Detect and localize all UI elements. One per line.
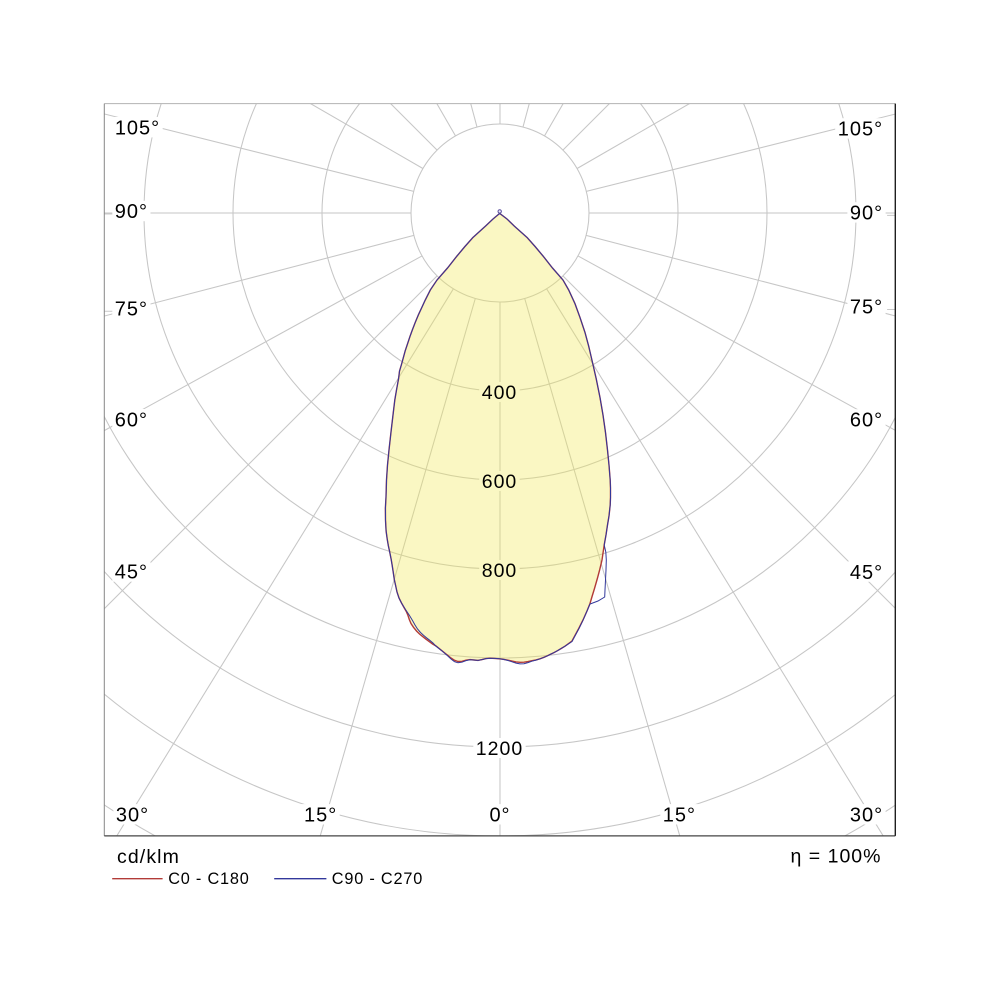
svg-text:60°: 60° xyxy=(115,409,148,431)
svg-text:60°: 60° xyxy=(850,410,883,432)
svg-text:30°: 30° xyxy=(850,805,883,827)
svg-text:0°: 0° xyxy=(489,805,510,827)
svg-text:90°: 90° xyxy=(850,203,883,225)
svg-text:cd/klm: cd/klm xyxy=(117,846,180,868)
svg-text:C90 - C270: C90 - C270 xyxy=(332,870,423,888)
svg-text:45°: 45° xyxy=(115,562,148,584)
svg-text:75°: 75° xyxy=(850,297,883,319)
svg-text:C0 - C180: C0 - C180 xyxy=(168,870,249,888)
svg-text:105°: 105° xyxy=(115,117,160,139)
svg-text:15°: 15° xyxy=(304,805,337,827)
svg-text:30°: 30° xyxy=(116,805,149,827)
svg-text:600: 600 xyxy=(482,471,518,493)
svg-text:800: 800 xyxy=(482,560,518,582)
svg-text:75°: 75° xyxy=(115,298,148,320)
svg-text:45°: 45° xyxy=(850,562,883,584)
svg-text:105°: 105° xyxy=(838,119,883,141)
svg-text:1200: 1200 xyxy=(476,738,523,760)
svg-text:η = 100%: η = 100% xyxy=(791,845,882,867)
svg-text:90°: 90° xyxy=(115,201,148,223)
svg-text:400: 400 xyxy=(482,382,518,404)
svg-text:15°: 15° xyxy=(663,805,696,827)
